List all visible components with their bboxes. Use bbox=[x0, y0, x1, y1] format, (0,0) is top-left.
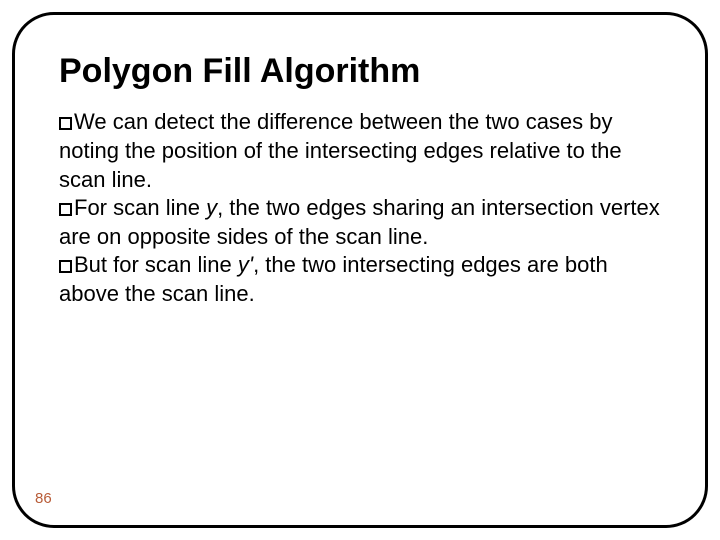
bullet-1: We can detect the difference between the… bbox=[59, 108, 661, 194]
bullet-box-icon bbox=[59, 203, 72, 216]
page-number: 86 bbox=[35, 490, 52, 507]
bullet-3-em: y' bbox=[238, 252, 253, 277]
bullet-1-text: We can detect the difference between the… bbox=[59, 109, 622, 191]
slide-frame: Polygon Fill Algorithm We can detect the… bbox=[12, 12, 708, 528]
bullet-2-em: y bbox=[206, 195, 217, 220]
bullet-2: For scan line y, the two edges sharing a… bbox=[59, 194, 661, 251]
body-text: We can detect the difference between the… bbox=[59, 108, 661, 308]
slide-title: Polygon Fill Algorithm bbox=[59, 53, 661, 90]
bullet-box-icon bbox=[59, 260, 72, 273]
bullet-3-pre: But for scan line bbox=[74, 252, 238, 277]
bullet-box-icon bbox=[59, 117, 72, 130]
bullet-2-pre: For scan line bbox=[74, 195, 206, 220]
bullet-3: But for scan line y', the two intersecti… bbox=[59, 251, 661, 308]
